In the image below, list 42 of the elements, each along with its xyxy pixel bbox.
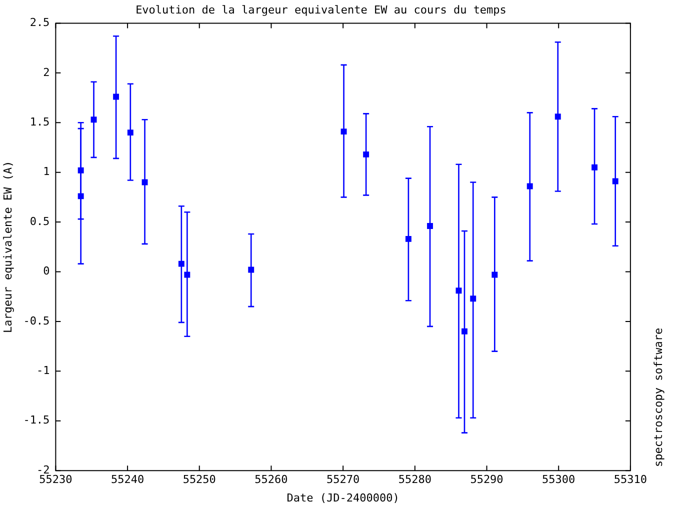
point (427, 223, 433, 229)
x-tick-label: 55300 (542, 473, 576, 486)
point (526, 183, 533, 190)
point (592, 164, 598, 170)
point (492, 272, 498, 278)
x-tick-label: 55310 (614, 473, 648, 486)
point (78, 167, 84, 174)
point (127, 130, 134, 136)
x-tick-label: 55280 (398, 473, 432, 486)
x-tick-label: 55260 (254, 473, 288, 486)
x-tick-label: 55270 (326, 473, 360, 486)
point (462, 328, 468, 334)
y-tick-label: -1.5 (23, 414, 50, 427)
y-tick-label: 0 (43, 264, 50, 278)
x-tick-label: 55240 (110, 473, 144, 486)
point (248, 266, 254, 273)
y-tick-label: 2.5 (30, 16, 50, 30)
chart-title: Evolution de la largeur equivalente EW au cours du temps (136, 3, 506, 16)
point (142, 179, 148, 186)
y-tick-label: 1 (43, 165, 50, 178)
y-axis-title: Largeur equivalente EW (A) (1, 160, 14, 333)
point (178, 260, 184, 267)
y-tick-label: 1.5 (30, 115, 50, 128)
y-tick-label: 2 (43, 66, 50, 79)
x-tick-label: 55250 (182, 473, 216, 486)
y-tick-label: 0.5 (30, 214, 50, 228)
point (90, 116, 97, 123)
point (363, 151, 370, 158)
x-axis-title: Date (JD-2400000) (286, 491, 400, 504)
point (456, 288, 462, 294)
point (612, 178, 618, 184)
point (113, 94, 120, 100)
x-tick-label: 55290 (470, 473, 504, 486)
point (78, 193, 84, 200)
y-tick-label: -0.5 (23, 314, 50, 328)
point (554, 114, 561, 120)
point (405, 236, 412, 242)
point (470, 296, 476, 302)
point (340, 128, 347, 135)
point (184, 272, 190, 278)
y-tick-label: -1 (36, 364, 50, 378)
text: spectroscopy software (652, 328, 665, 467)
